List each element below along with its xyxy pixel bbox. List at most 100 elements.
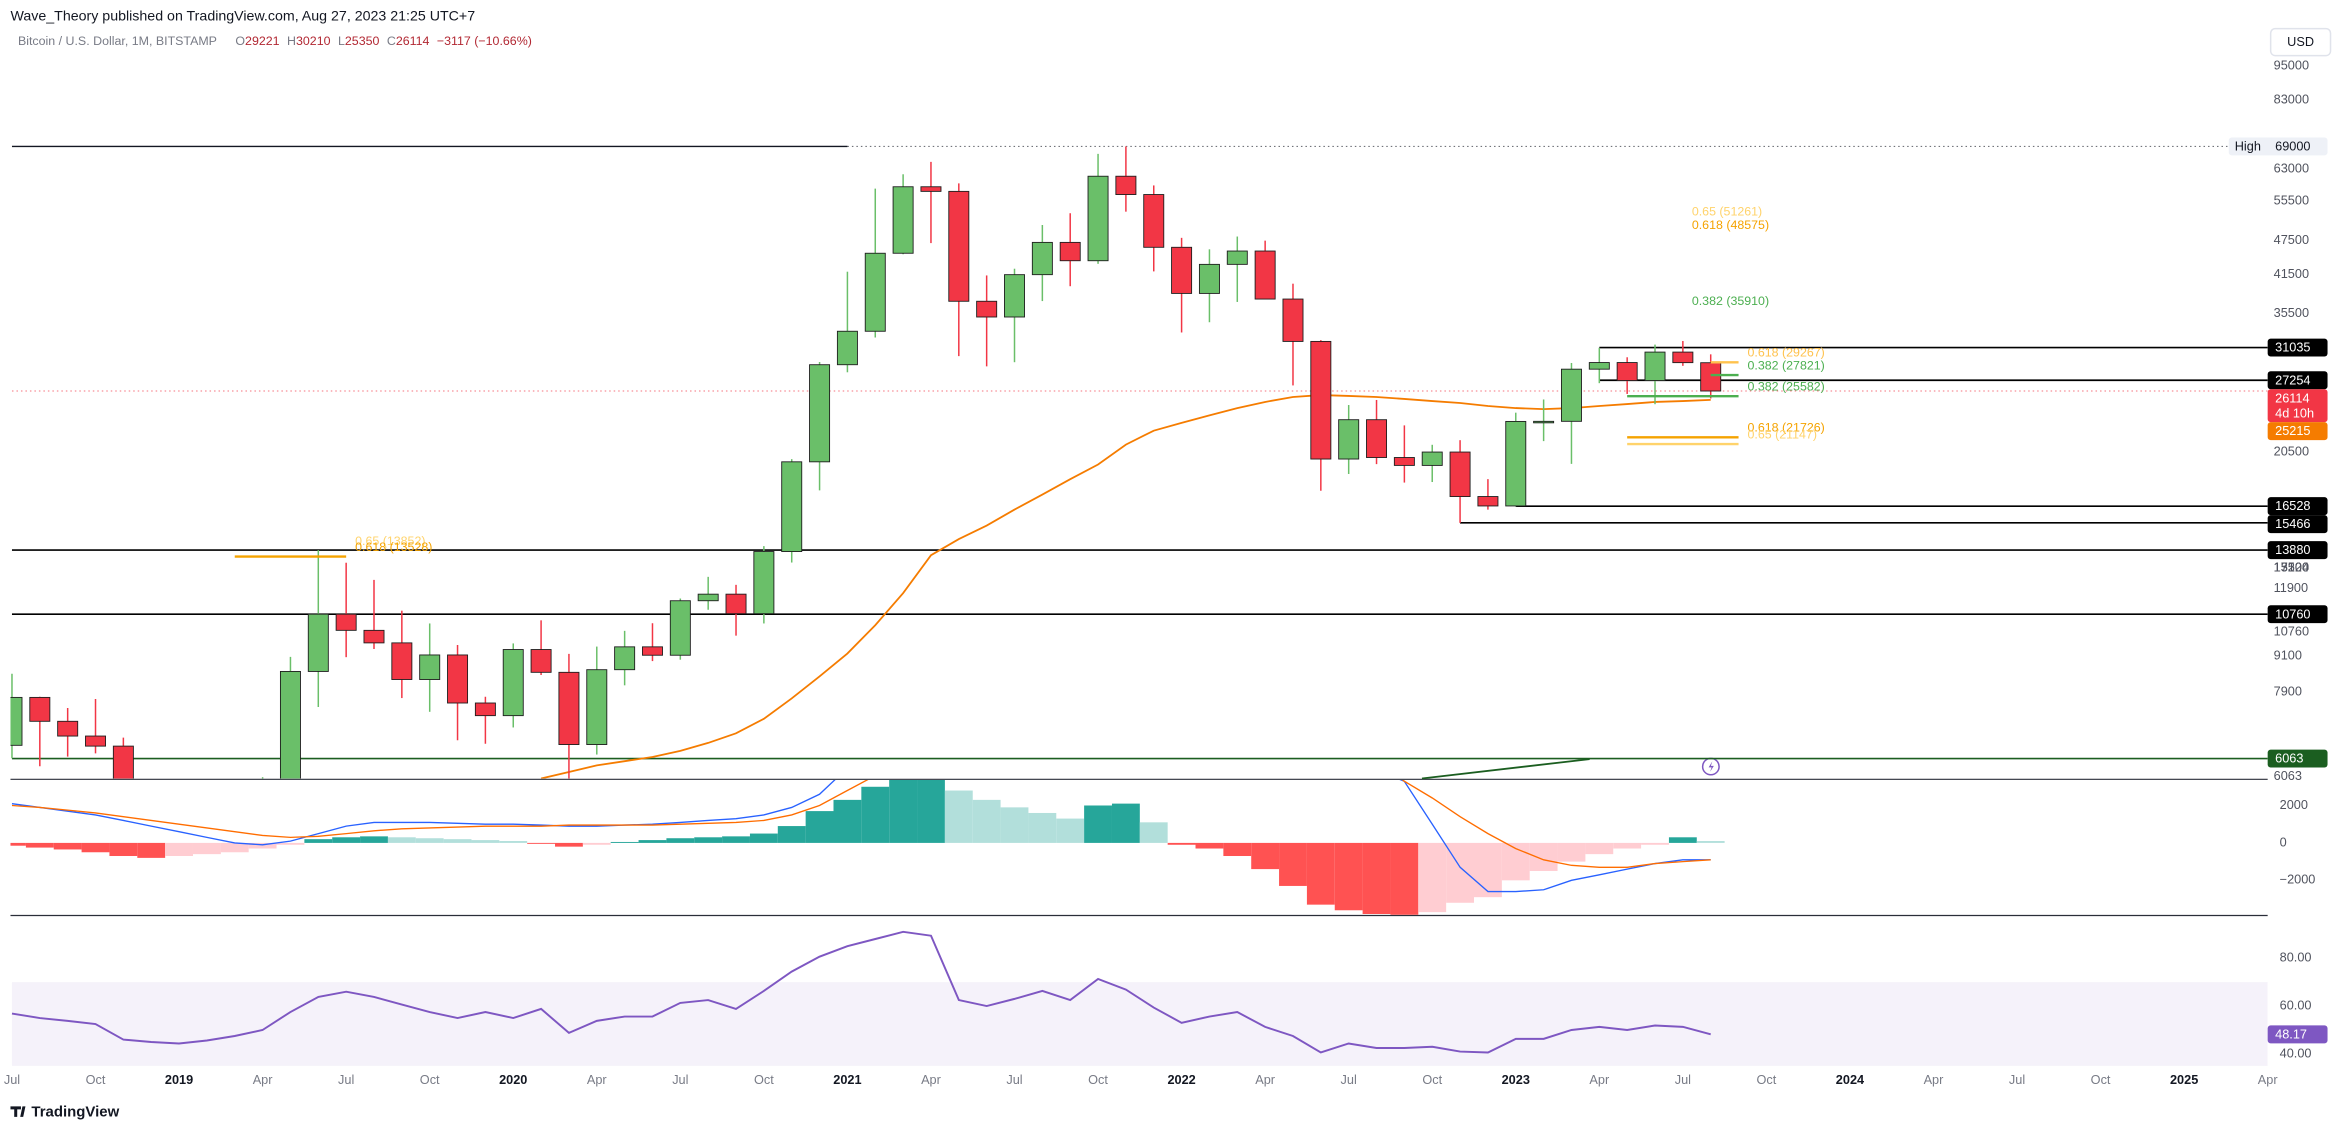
price-box	[2267, 422, 2328, 441]
x-tick-label: Jul	[4, 1072, 20, 1087]
ohlc-key: H	[287, 34, 296, 48]
fib-label: 0.65 (13852)	[355, 534, 425, 548]
price-box	[2267, 338, 2328, 357]
price-box	[2267, 515, 2328, 534]
x-tick-label: Apr	[1589, 1072, 1610, 1087]
macd-bar	[137, 842, 166, 858]
macd-bar	[889, 780, 918, 843]
macd-bar	[1139, 822, 1168, 843]
pane: 0.65 (51261)0.618 (48575) 0.382 (35910) 0.…	[10, 145, 2268, 779]
macd-bar	[304, 839, 333, 843]
rsi-box-value: 48.17	[2275, 1026, 2307, 1041]
fib-label: 0.382 (27821)	[1748, 358, 1825, 372]
candle-body	[1421, 451, 1443, 466]
candle-body	[530, 649, 552, 673]
macd-bar	[1000, 807, 1029, 843]
y-tick-label: 9100	[2274, 648, 2302, 663]
footer-logo: TradingView	[10, 1103, 120, 1120]
price-box	[2267, 497, 2328, 516]
macd-bar	[749, 833, 778, 843]
price-box-value: 16528	[2275, 498, 2310, 513]
candle-body	[1087, 175, 1109, 262]
fib-label: 0.618 (48575)	[1692, 218, 1769, 232]
x-tick-label: Apr	[253, 1072, 274, 1087]
candle-body	[1254, 250, 1276, 300]
candle-body	[1393, 457, 1415, 466]
price-box	[2267, 749, 2328, 768]
candle-body	[1533, 420, 1555, 424]
candle-body	[363, 629, 385, 644]
macd-bar	[610, 841, 639, 843]
price-box	[2267, 371, 2328, 390]
macd-bar	[722, 836, 750, 843]
macd-bar	[248, 842, 277, 849]
candle-body	[1366, 419, 1388, 458]
publisher: Wave_Theory published on TradingView.com…	[10, 8, 475, 24]
candle-body	[1198, 263, 1220, 294]
currency-button[interactable]: USD	[2269, 27, 2332, 57]
currency[interactable]: USD	[2287, 34, 2314, 49]
candle-body	[642, 646, 663, 656]
replay-icon[interactable]	[1701, 757, 1720, 776]
macd-bar	[1306, 842, 1335, 905]
ohlc-key: O	[235, 34, 245, 48]
macd-bar	[109, 842, 138, 857]
macd-bar	[165, 842, 193, 857]
macd-bar	[387, 837, 416, 843]
macd-bar	[25, 842, 54, 848]
macd-bar	[1362, 842, 1391, 915]
y-tick-label: 60.00	[2280, 997, 2312, 1012]
macd-bar	[1167, 842, 1196, 845]
y-tick-label: 6063	[2274, 768, 2302, 783]
macd-line	[11, 780, 1711, 893]
icon-bolt[interactable]	[1708, 761, 1714, 772]
y-tick-label: 11900	[2274, 580, 2308, 595]
candle-body	[920, 186, 942, 192]
macd-bar	[1557, 842, 1586, 862]
candle-body	[391, 642, 413, 680]
candle-body	[558, 671, 580, 745]
currency-box[interactable]	[2269, 27, 2332, 57]
rsi-line	[11, 930, 1711, 1054]
macd-line	[11, 780, 1711, 868]
price-box-value: 26114	[2275, 390, 2309, 405]
y-tick-label: 47500	[2274, 232, 2309, 247]
candle-body	[1449, 451, 1471, 497]
candle-body	[1115, 175, 1137, 195]
y-tick-label: 2000	[2280, 797, 2308, 812]
trend-line	[1421, 758, 1590, 780]
candle-body	[1310, 340, 1332, 460]
x-tick-label: Oct	[1088, 1072, 1108, 1087]
candle-body	[669, 600, 691, 656]
macd-bar	[1641, 842, 1669, 845]
candle-body	[1143, 194, 1165, 248]
macd-bar	[1279, 842, 1307, 886]
fib-label: 0.382 (35910)	[1692, 294, 1769, 308]
macd-bar	[1529, 842, 1558, 871]
macd-bar	[694, 837, 723, 843]
macd-bar	[192, 842, 221, 855]
candle-body	[697, 593, 719, 602]
x-tick-label: 2024	[1836, 1072, 1864, 1087]
pane	[10, 780, 1725, 915]
y-tick-label: 17500	[2274, 559, 2309, 574]
y-tick-label: 63000	[2274, 161, 2309, 176]
symbol: Bitcoin / U.S. Dollar, 1M, BITSTAMP	[18, 34, 217, 48]
price-box-value: 13880	[2275, 542, 2310, 557]
macd-bar	[360, 836, 388, 843]
candle-body	[614, 646, 636, 671]
macd-bar	[443, 839, 472, 843]
price-box-value: 15466	[2275, 516, 2310, 531]
macd-bar	[805, 811, 834, 843]
logo-text: TradingView	[31, 1103, 119, 1120]
ohlc-value: 30210	[296, 34, 331, 48]
price-box-sub: 4d 10h	[2275, 405, 2314, 420]
candle-body	[1031, 241, 1053, 276]
y-tick-label: 20500	[2274, 443, 2309, 458]
macd-bar	[917, 780, 945, 843]
x-tick-label: Jul	[672, 1072, 688, 1087]
ohlc-key: L	[338, 34, 345, 48]
